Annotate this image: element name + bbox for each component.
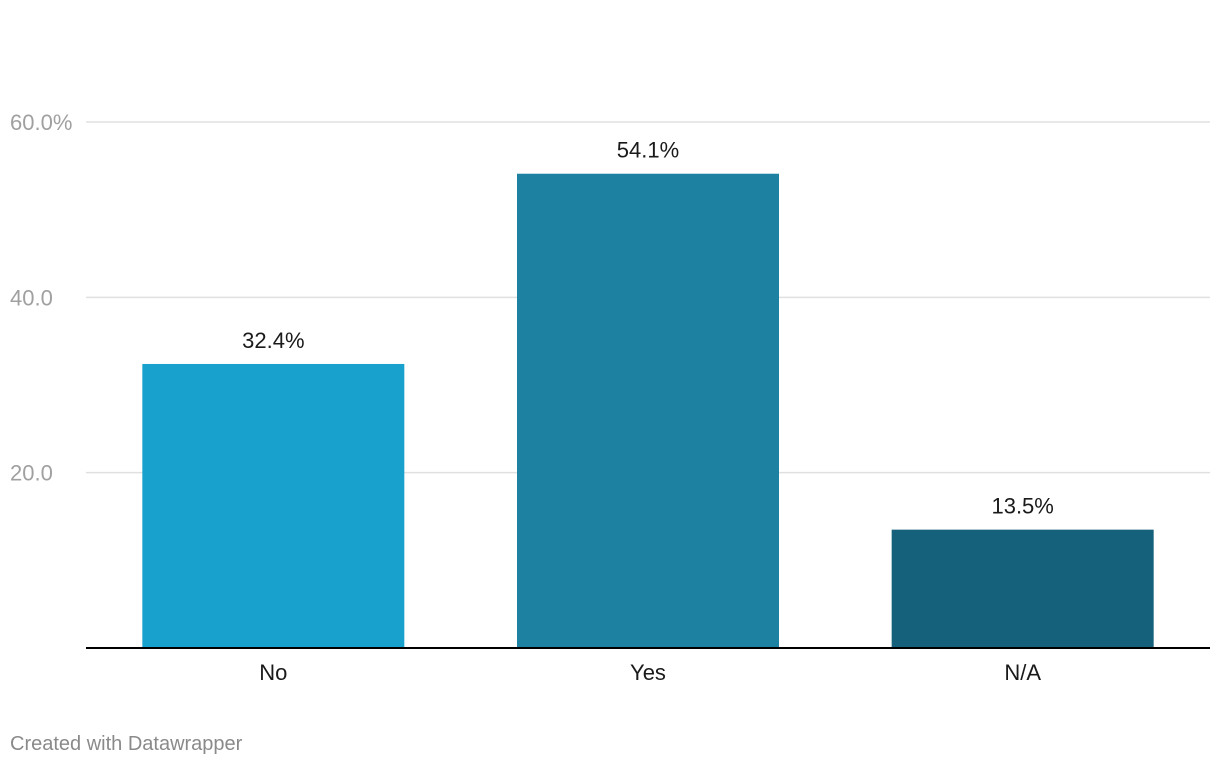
category-label: N/A bbox=[1004, 660, 1041, 685]
bar bbox=[517, 173, 779, 648]
x-axis-category-labels: No Yes N/A bbox=[259, 660, 1041, 685]
bar bbox=[142, 363, 405, 648]
bar bbox=[891, 529, 1154, 648]
bars bbox=[142, 173, 1154, 648]
value-labels: 32.4% 54.1% 13.5% bbox=[242, 138, 1054, 519]
category-label: Yes bbox=[630, 660, 666, 685]
category-label: No bbox=[259, 660, 287, 685]
datawrapper-credit: Created with Datawrapper bbox=[10, 733, 243, 755]
value-label: 54.1% bbox=[617, 138, 679, 163]
y-tick-label: 20.0 bbox=[10, 461, 53, 486]
value-label: 32.4% bbox=[242, 328, 304, 353]
y-axis-tick-labels: 20.0 40.0 60.0% bbox=[10, 110, 72, 486]
y-tick-label: 40.0 bbox=[10, 285, 53, 310]
y-tick-label: 60.0% bbox=[10, 110, 72, 135]
value-label: 13.5% bbox=[991, 494, 1053, 519]
